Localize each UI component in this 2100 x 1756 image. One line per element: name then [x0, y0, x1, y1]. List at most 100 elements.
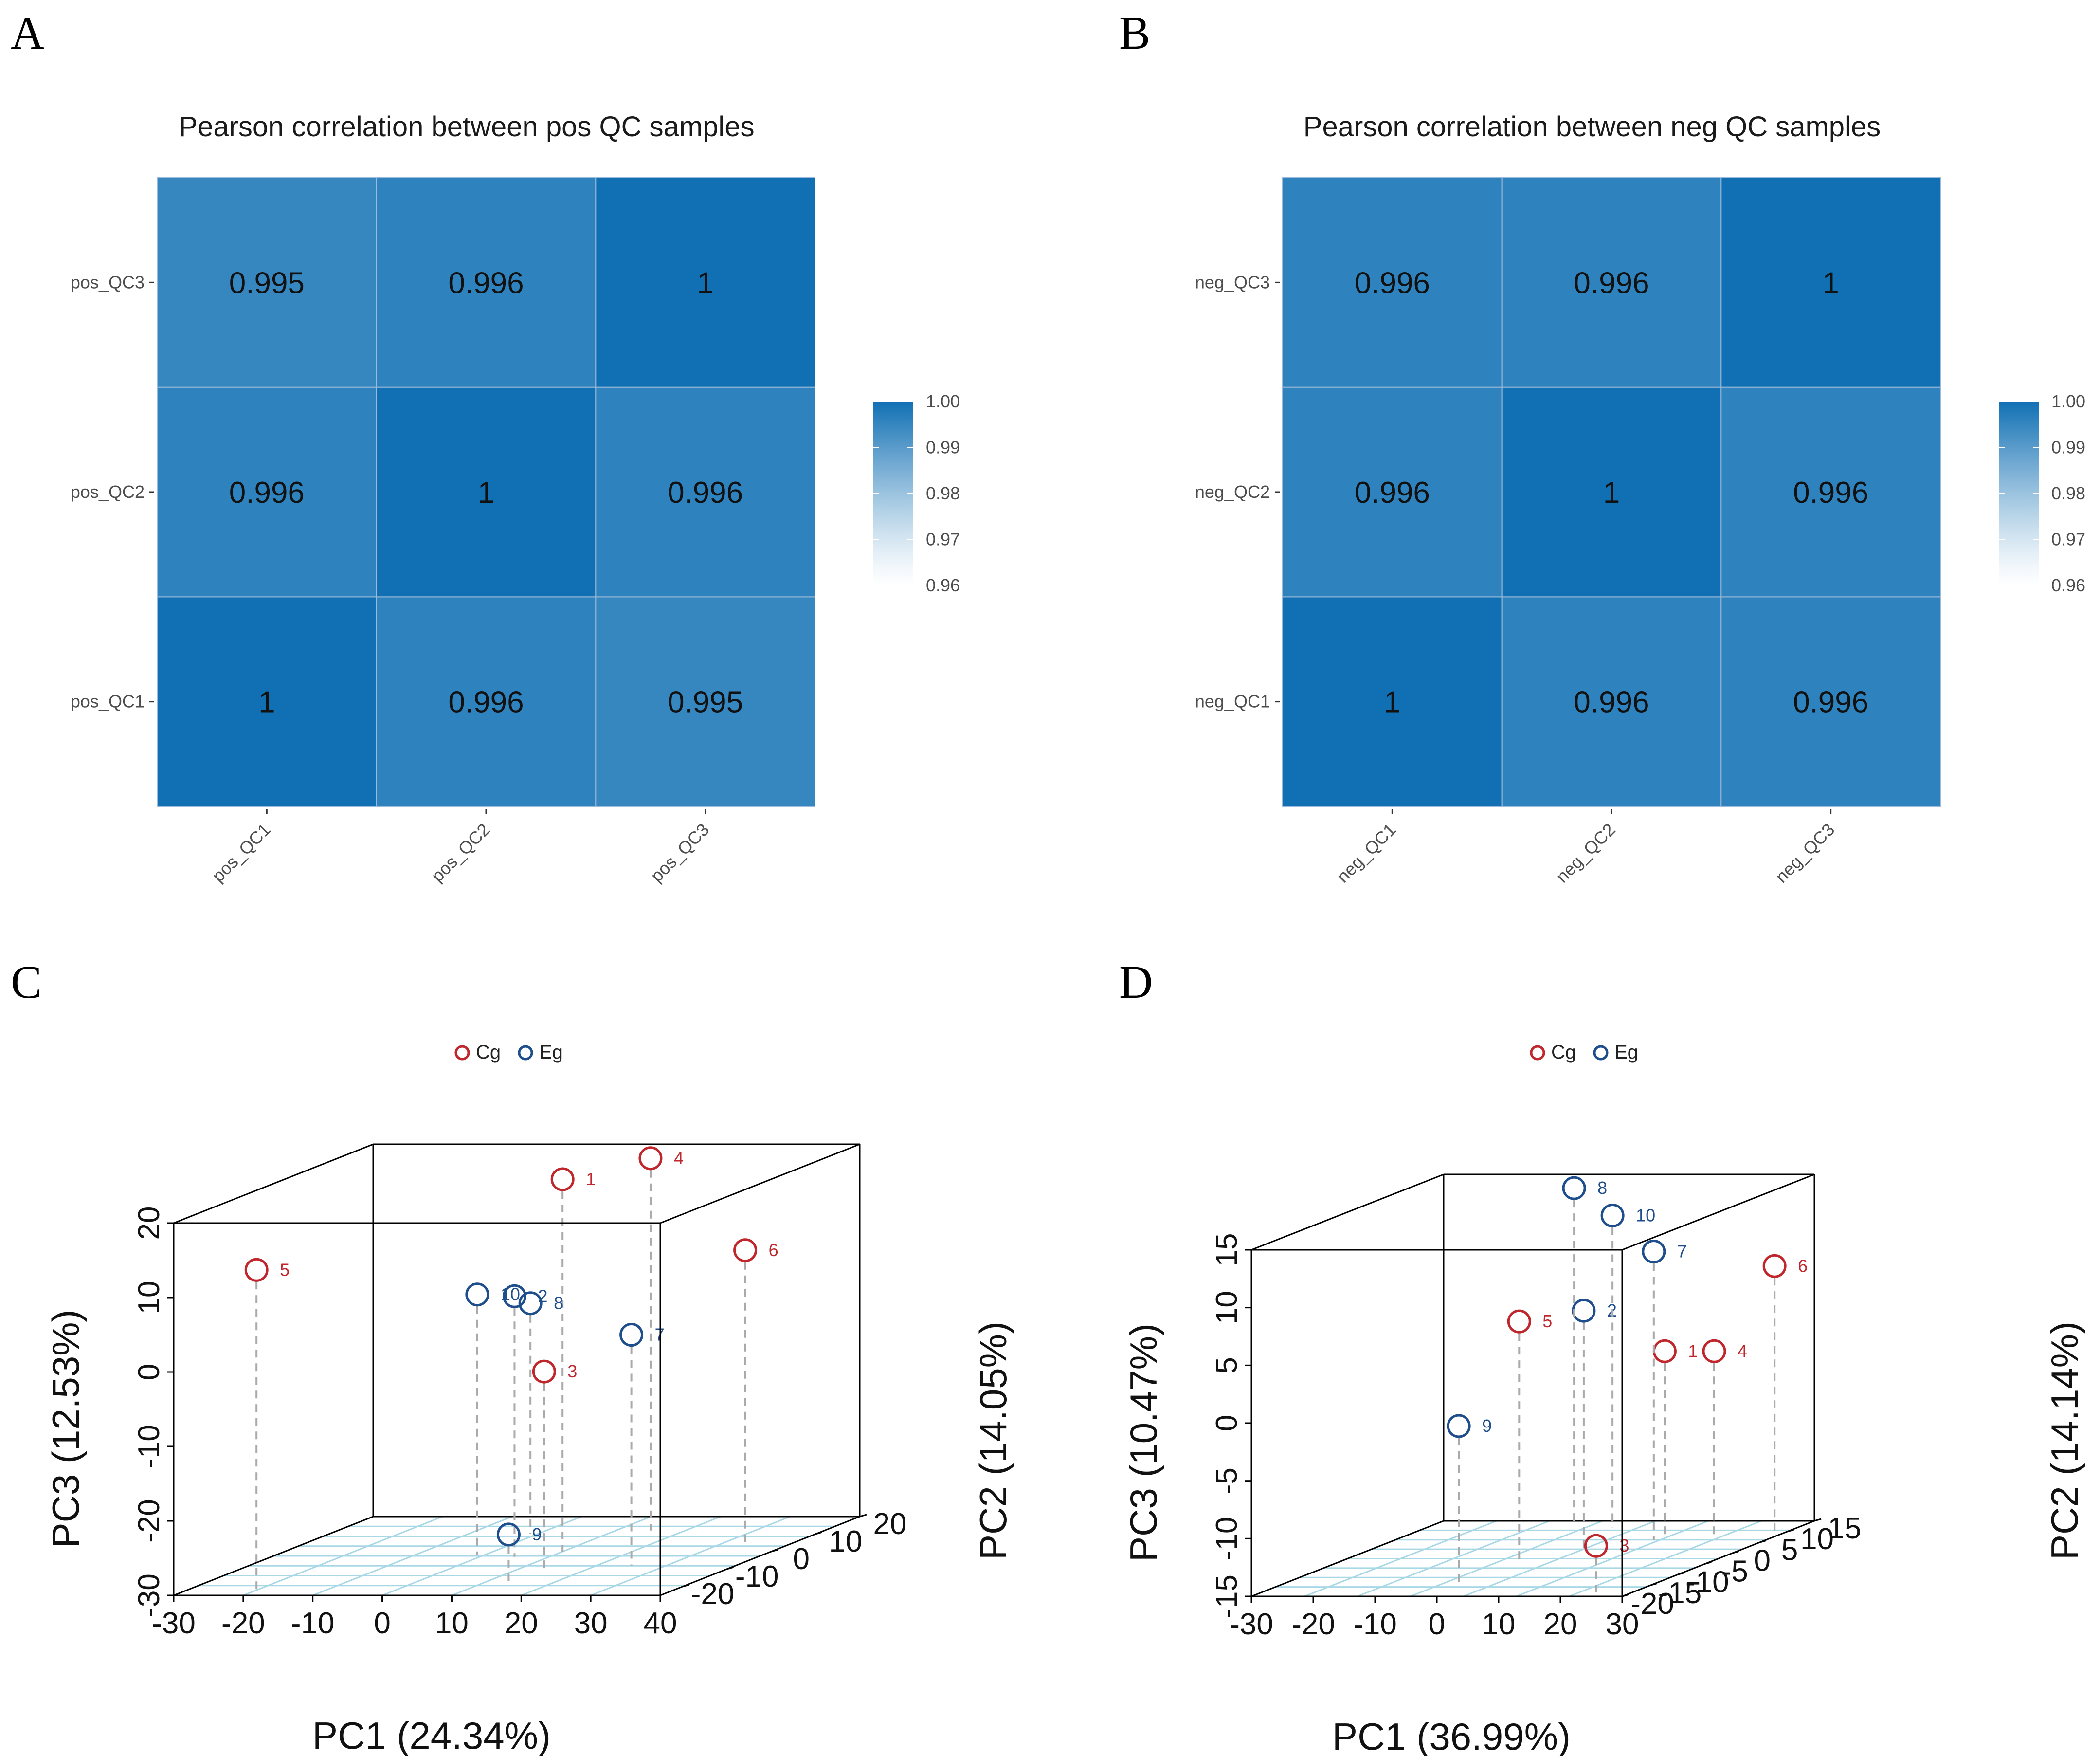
point-label: 9	[532, 1524, 542, 1544]
z-tick-label: -10	[132, 1425, 166, 1468]
z-tick-label: 0	[132, 1364, 166, 1380]
x-tick-label: neg_QC3	[1771, 820, 1838, 887]
z-tick-label: 15	[1210, 1233, 1244, 1267]
heatmap-cell	[376, 177, 597, 388]
legend-marker	[454, 1045, 470, 1061]
legend-marker	[1593, 1045, 1609, 1061]
point-label: 3	[1619, 1536, 1629, 1555]
box-edge	[173, 1143, 374, 1224]
y-tick-mark	[1649, 1583, 1657, 1587]
cell-value-label: 0.996	[1793, 476, 1868, 510]
x-tick-label: -10	[1353, 1608, 1397, 1641]
y-tick-mark	[859, 1514, 867, 1518]
x-tick-label: pos_QC2	[427, 820, 494, 886]
data-point	[1642, 1240, 1666, 1264]
x-tick-label: -10	[291, 1607, 335, 1640]
y-tick-label: 15	[1828, 1512, 1862, 1545]
data-point	[1507, 1309, 1531, 1334]
y-tick-mark	[1787, 1529, 1794, 1533]
data-point	[733, 1238, 758, 1262]
legend-marker	[1530, 1045, 1545, 1061]
heatmap-cell	[1501, 596, 1722, 807]
z-tick-label: 20	[132, 1207, 166, 1240]
panel-letter-d: D	[1119, 956, 1153, 1008]
x-tick-label: neg_QC2	[1552, 820, 1619, 887]
point-label: 6	[1798, 1256, 1808, 1276]
y-tick-mark	[1759, 1539, 1767, 1543]
colorbar-tick-label: 0.98	[2051, 483, 2085, 503]
x-tick-label: pos_QC3	[647, 820, 713, 886]
point-label: 4	[674, 1148, 684, 1168]
z-tick-label: 10	[132, 1281, 166, 1315]
data-point	[1762, 1254, 1787, 1278]
legend-label: Cg	[476, 1042, 501, 1063]
pca-3d-chart-d: 12345678910-30-20-100102030-15-10-505101…	[1122, 1042, 2086, 1756]
point-label: 8	[1597, 1178, 1607, 1198]
heatmap-cell	[1720, 177, 1941, 388]
legend-label: Eg	[539, 1042, 563, 1063]
cell-value-label: 0.996	[229, 476, 305, 510]
heatmap-cell	[595, 386, 816, 598]
x-tick-label: 0	[374, 1607, 390, 1640]
cell-value-label: 1	[478, 476, 494, 510]
point-label: 5	[1542, 1311, 1552, 1331]
box-edge	[1251, 1520, 1444, 1597]
z-tick-label: -10	[1210, 1517, 1244, 1561]
z-tick-label: -20	[132, 1499, 166, 1543]
box-edge	[1251, 1173, 1444, 1251]
chart-title: Pearson correlation between pos QC sampl…	[179, 111, 754, 143]
point-label: 3	[567, 1361, 577, 1381]
cell-value-label: 0.996	[1574, 266, 1649, 300]
colorbar-tick-label: 0.96	[2051, 575, 2085, 595]
cell-value-label: 1	[258, 686, 275, 719]
y-tick-label: -20	[1630, 1587, 1674, 1621]
point-label: 9	[1482, 1416, 1492, 1436]
cell-value-label: 0.996	[1355, 476, 1430, 510]
z-axis-title: PC3 (12.53%)	[44, 1310, 87, 1548]
y-tick-mark	[771, 1549, 778, 1553]
z-tick-label: 10	[1210, 1291, 1244, 1324]
point-label: 6	[769, 1240, 778, 1260]
y-tick-label: neg_QC1	[1195, 692, 1270, 712]
heatmap-cell	[376, 386, 597, 598]
y-tick-label: 5	[1781, 1533, 1798, 1567]
colorbar-tick-label: 0.97	[2051, 530, 2085, 549]
cell-value-label: 0.996	[1355, 266, 1430, 300]
cell-value-label: 0.996	[1574, 686, 1649, 719]
z-tick-label: -30	[132, 1573, 166, 1617]
y-tick-mark	[815, 1531, 823, 1535]
panel-letter-b: B	[1119, 7, 1150, 59]
heatmap-cell	[157, 596, 377, 807]
y-axis-title: PC2 (14.14%)	[2043, 1321, 2086, 1560]
data-point	[1447, 1414, 1471, 1438]
panel-letter-c: C	[11, 956, 42, 1008]
point-label: 8	[554, 1293, 563, 1313]
cell-value-label: 0.995	[229, 266, 305, 300]
data-point	[244, 1258, 269, 1282]
y-tick-label: -15	[1658, 1576, 1702, 1610]
z-tick-label: 5	[1210, 1357, 1244, 1373]
point-label: 5	[280, 1260, 290, 1280]
point-label: 10	[1636, 1205, 1655, 1225]
heatmap-chart-b: Pearson correlation between neg QC sampl…	[1195, 111, 2085, 887]
y-tick-label: -10	[735, 1560, 779, 1593]
heatmap-cell	[157, 177, 377, 388]
legend-label: Cg	[1551, 1042, 1576, 1063]
point-label: 4	[1738, 1341, 1747, 1361]
y-tick-label: -10	[1685, 1566, 1729, 1599]
cell-value-label: 0.996	[1793, 686, 1868, 719]
x-tick-label: 30	[1606, 1608, 1639, 1641]
legend-marker	[518, 1045, 533, 1061]
y-tick-label: neg_QC3	[1195, 272, 1270, 292]
y-tick-label: pos_QC3	[71, 272, 145, 292]
y-axis-title: PC2 (14.05%)	[972, 1321, 1014, 1560]
x-tick-label: 20	[1544, 1608, 1577, 1641]
y-tick-label: 10	[1800, 1522, 1834, 1556]
y-tick-label: pos_QC1	[71, 692, 145, 712]
x-tick-label: 40	[644, 1607, 677, 1640]
colorbar	[1999, 402, 2039, 585]
y-tick-mark	[726, 1566, 734, 1570]
y-tick-label: 0	[1754, 1544, 1770, 1577]
heatmap-cell	[1501, 177, 1722, 388]
